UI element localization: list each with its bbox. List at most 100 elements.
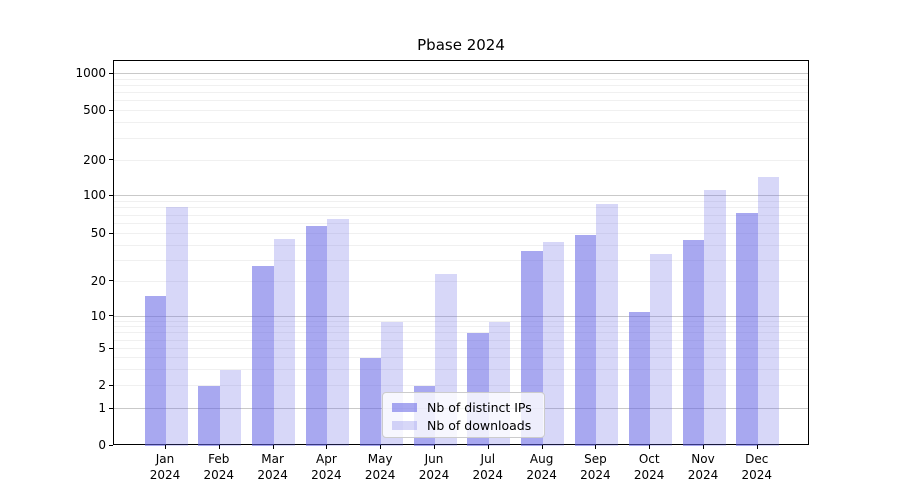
gridline-minor <box>114 110 808 111</box>
y-tick-mark <box>109 444 113 446</box>
gridline-minor <box>114 368 808 370</box>
x-tick-label: Oct 2024 <box>617 451 681 483</box>
x-tick-mark <box>756 445 758 449</box>
x-tick-label: Feb 2024 <box>187 451 251 483</box>
x-tick-label: Mar 2024 <box>241 451 305 483</box>
x-tick-label: Nov 2024 <box>671 451 735 483</box>
x-tick-mark <box>595 445 597 449</box>
y-tick-label: 20 <box>90 273 106 288</box>
gridline-minor <box>114 159 808 161</box>
gridline-minor <box>114 233 808 235</box>
bar-distinct-ips-may <box>359 358 382 446</box>
bar-distinct-ips-sep <box>574 235 597 446</box>
x-tick-month: Feb <box>208 452 230 466</box>
y-tick-mark <box>109 109 113 111</box>
gridline-minor <box>114 385 808 386</box>
y-tick-label: 100 <box>83 188 106 202</box>
bar-downloads-nov <box>704 190 726 446</box>
bar-distinct-ips-nov <box>682 239 704 446</box>
x-tick-label: Jul 2024 <box>456 451 520 483</box>
bar-distinct-ips-mar <box>252 266 274 446</box>
x-tick-year: 2024 <box>149 468 181 482</box>
y-tick-label: 50 <box>90 226 106 241</box>
x-tick-year: 2024 <box>364 468 396 482</box>
bar-downloads-jan <box>166 206 188 446</box>
y-tick-mark <box>109 159 113 160</box>
gridline-minor <box>114 200 808 202</box>
bar-distinct-ips-oct <box>628 311 651 446</box>
gridline-minor <box>114 320 808 322</box>
chart-title: Pbase 2024 <box>417 36 505 54</box>
bar-distinct-ips-feb <box>198 386 220 446</box>
y-tick-label: 2 <box>98 378 106 392</box>
x-tick-month: Aug <box>529 452 554 466</box>
bar-downloads-feb <box>219 369 242 446</box>
gridline-minor <box>114 207 808 209</box>
y-tick-mark <box>109 384 113 386</box>
x-tick-year: 2024 <box>580 468 611 482</box>
x-tick-mark <box>434 445 435 449</box>
x-tick-year: 2024 <box>741 468 773 482</box>
gridline-minor <box>114 244 808 246</box>
legend-label-downloads: Nb of downloads <box>427 417 532 433</box>
x-tick-month: Sep <box>584 452 607 466</box>
x-tick-month: May <box>367 452 393 466</box>
gridline-minor <box>114 326 808 328</box>
x-tick-mark <box>487 445 489 449</box>
bar-downloads-sep <box>596 203 618 446</box>
y-tick-label: 5 <box>98 341 106 356</box>
legend-swatch-distinct-ips <box>392 402 417 412</box>
x-tick-mark <box>326 445 328 449</box>
gridline-minor <box>114 137 808 139</box>
legend-label-distinct-ips: Nb of distinct IPs <box>427 399 532 415</box>
legend: Nb of distinct IPs Nb of downloads <box>382 392 545 438</box>
gridline-minor <box>114 92 808 94</box>
x-tick-year: 2024 <box>526 468 557 482</box>
bar-downloads-mar <box>273 238 296 446</box>
x-tick-year: 2024 <box>257 468 288 482</box>
x-tick-year: 2024 <box>687 468 719 482</box>
bar-downloads-oct <box>650 254 672 446</box>
legend-item-distinct-ips: Nb of distinct IPs <box>392 398 544 416</box>
x-tick-mark <box>703 445 704 449</box>
x-tick-label: Dec 2024 <box>725 451 789 483</box>
gridline-minor <box>114 332 808 334</box>
x-tick-label: Aug 2024 <box>510 451 574 483</box>
x-tick-label: Sep 2024 <box>563 451 627 483</box>
bar-distinct-ips-jan <box>144 296 166 446</box>
x-tick-month: Jan <box>155 452 175 466</box>
x-tick-mark <box>380 445 382 449</box>
bar-downloads-apr <box>327 218 349 446</box>
y-tick-mark <box>109 407 113 409</box>
y-tick-mark <box>109 280 113 282</box>
x-tick-year: 2024 <box>418 468 450 482</box>
bar-distinct-ips-apr <box>305 226 328 446</box>
x-tick-label: Apr 2024 <box>294 451 358 483</box>
x-tick-year: 2024 <box>633 468 665 482</box>
gridline-major <box>114 195 808 196</box>
x-tick-month: Jun <box>424 452 444 466</box>
bar-downloads-dec <box>757 176 780 446</box>
x-tick-month: Mar <box>261 452 284 466</box>
gridline-minor <box>114 259 808 261</box>
y-tick-mark <box>109 347 113 349</box>
bar-distinct-ips-dec <box>736 212 758 446</box>
x-tick-month: Nov <box>691 452 715 466</box>
x-tick-month: Oct <box>638 452 660 466</box>
x-tick-label: Jun 2024 <box>402 451 466 483</box>
x-tick-mark <box>541 445 543 449</box>
plot-area <box>113 60 809 446</box>
gridline-minor <box>114 78 808 80</box>
y-tick-label: 10 <box>90 308 106 323</box>
gridline-minor <box>114 339 808 341</box>
gridline-minor <box>114 85 808 87</box>
x-tick-mark <box>649 445 651 449</box>
gridline-minor <box>114 348 808 350</box>
y-tick-label: 500 <box>83 103 106 117</box>
x-tick-mark <box>272 445 274 449</box>
gridline-minor <box>114 122 808 124</box>
x-tick-month: Jul <box>480 452 496 466</box>
legend-item-downloads: Nb of downloads <box>392 416 544 434</box>
y-tick-mark <box>109 72 113 74</box>
